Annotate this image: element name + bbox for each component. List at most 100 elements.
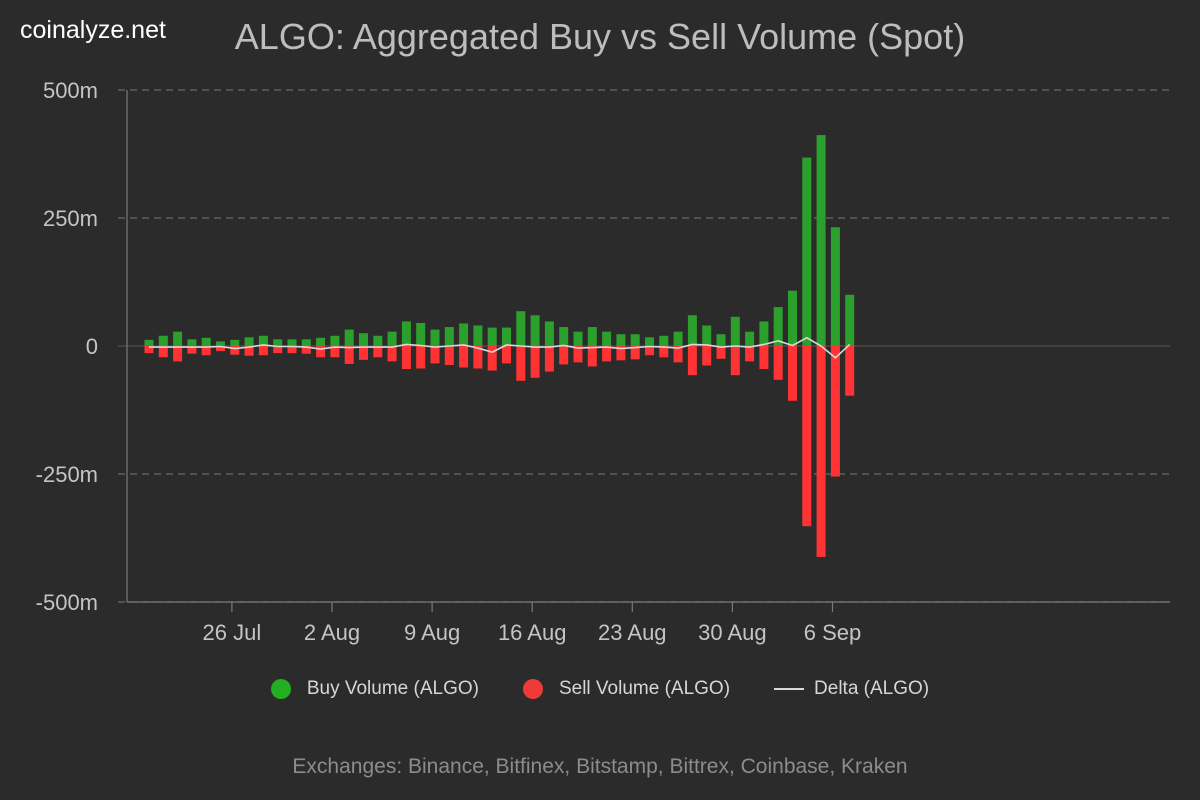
sell-bar[interactable]	[587, 346, 597, 367]
buy-bar[interactable]	[230, 339, 240, 346]
delta-line[interactable]	[149, 336, 851, 359]
buy-bar[interactable]	[587, 327, 597, 346]
sell-bar[interactable]	[559, 346, 569, 365]
sell-bar[interactable]	[330, 346, 340, 358]
sell-bar[interactable]	[788, 346, 797, 401]
buy-bar[interactable]	[373, 335, 383, 346]
sell-bar[interactable]	[144, 346, 154, 354]
buy-bar[interactable]	[430, 329, 440, 346]
buy-bar[interactable]	[244, 337, 254, 346]
buy-bar[interactable]	[416, 322, 426, 346]
buy-bar[interactable]	[687, 315, 697, 346]
buy-bar[interactable]	[730, 316, 740, 346]
sell-bar[interactable]	[244, 346, 254, 356]
sell-bar[interactable]	[258, 346, 268, 356]
sell-bar[interactable]	[416, 346, 426, 369]
sell-bar[interactable]	[687, 346, 697, 376]
buy-bar[interactable]	[158, 335, 168, 346]
buy-bar[interactable]	[273, 339, 283, 346]
sell-bar[interactable]	[187, 346, 197, 354]
buy-bar[interactable]	[716, 334, 726, 346]
sell-bar[interactable]	[473, 346, 483, 369]
sell-bar[interactable]	[702, 346, 712, 366]
sell-bar[interactable]	[602, 346, 612, 362]
buy-bar[interactable]	[845, 294, 855, 346]
sell-bar[interactable]	[287, 346, 297, 354]
sell-bar[interactable]	[659, 346, 669, 358]
buy-bar[interactable]	[544, 321, 554, 346]
sell-bar[interactable]	[773, 346, 783, 380]
sell-bar[interactable]	[802, 346, 812, 527]
sell-bar[interactable]	[845, 346, 855, 396]
sell-bar[interactable]	[502, 346, 511, 364]
buy-bar[interactable]	[301, 339, 311, 346]
sell-bar[interactable]	[173, 346, 183, 362]
sell-bar[interactable]	[645, 346, 654, 356]
buy-bar[interactable]	[559, 327, 569, 346]
sell-bar[interactable]	[444, 346, 454, 365]
buy-bar[interactable]	[287, 339, 297, 346]
buy-bar[interactable]	[316, 337, 326, 346]
sell-bar[interactable]	[573, 346, 583, 363]
buy-bar[interactable]	[630, 334, 640, 346]
buy-bar[interactable]	[516, 311, 526, 346]
buy-bar[interactable]	[487, 327, 497, 346]
buy-bar[interactable]	[330, 335, 340, 346]
buy-bar[interactable]	[659, 335, 669, 346]
sell-bar[interactable]	[745, 346, 755, 362]
buy-bar[interactable]	[444, 327, 454, 346]
sell-bar[interactable]	[301, 346, 311, 354]
buy-bar[interactable]	[459, 323, 469, 346]
buy-bar[interactable]	[201, 337, 211, 346]
buy-bar[interactable]	[673, 331, 683, 346]
buy-bar[interactable]	[359, 333, 368, 346]
buy-bar[interactable]	[773, 307, 783, 346]
buy-bar[interactable]	[387, 331, 397, 346]
legend-item-delta[interactable]: Delta (ALGO)	[774, 678, 929, 700]
sell-bar[interactable]	[673, 346, 683, 363]
buy-bar[interactable]	[816, 135, 826, 346]
buy-bar[interactable]	[602, 331, 612, 346]
buy-bar[interactable]	[401, 321, 411, 346]
sell-bar[interactable]	[730, 346, 740, 376]
sell-bar[interactable]	[373, 346, 383, 358]
buy-bar[interactable]	[473, 325, 483, 346]
sell-bar[interactable]	[530, 346, 540, 378]
buy-bar[interactable]	[745, 331, 755, 346]
sell-bar[interactable]	[716, 346, 726, 359]
sell-bar[interactable]	[487, 346, 497, 371]
sell-bar[interactable]	[273, 346, 283, 354]
buy-bar[interactable]	[788, 290, 797, 346]
sell-bar[interactable]	[201, 346, 211, 356]
sell-bar[interactable]	[158, 346, 168, 358]
buy-bar[interactable]	[502, 327, 511, 346]
legend-item-buy[interactable]: Buy Volume (ALGO)	[270, 678, 479, 700]
buy-bar[interactable]	[173, 331, 183, 346]
sell-bar[interactable]	[759, 346, 769, 370]
sell-bar[interactable]	[616, 346, 626, 361]
buy-bar[interactable]	[802, 157, 812, 346]
buy-bar[interactable]	[573, 331, 583, 346]
sell-bar[interactable]	[316, 346, 326, 358]
sell-bar[interactable]	[630, 346, 640, 360]
sell-bar[interactable]	[401, 346, 411, 370]
sell-bar[interactable]	[216, 346, 225, 352]
sell-bar[interactable]	[830, 346, 840, 477]
sell-bar[interactable]	[359, 346, 368, 360]
buy-bar[interactable]	[187, 339, 197, 346]
legend-item-sell[interactable]: Sell Volume (ALGO)	[522, 678, 730, 700]
sell-bar[interactable]	[544, 346, 554, 372]
sell-bar[interactable]	[516, 346, 526, 381]
buy-bar[interactable]	[645, 337, 654, 346]
buy-bar[interactable]	[258, 335, 268, 346]
buy-bar[interactable]	[830, 227, 840, 346]
sell-bar[interactable]	[430, 346, 440, 364]
sell-bar[interactable]	[344, 346, 354, 364]
sell-bar[interactable]	[816, 346, 826, 557]
buy-bar[interactable]	[344, 329, 354, 346]
sell-bar[interactable]	[459, 346, 469, 368]
buy-bar[interactable]	[759, 321, 769, 346]
buy-bar[interactable]	[216, 341, 225, 346]
buy-bar[interactable]	[530, 315, 540, 346]
sell-bar[interactable]	[230, 346, 240, 355]
